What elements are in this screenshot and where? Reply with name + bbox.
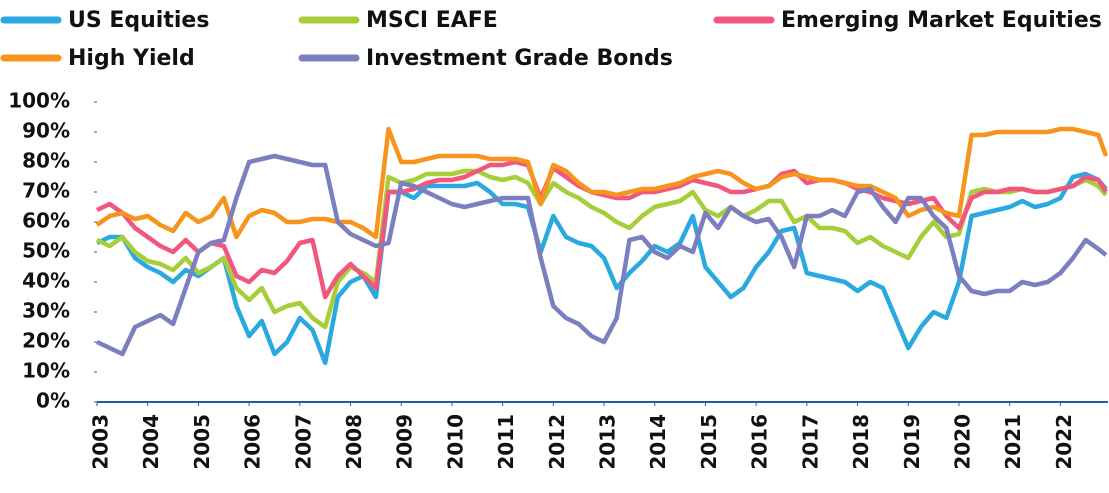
- x-tick-label: 2020: [950, 414, 974, 470]
- x-tick-label: 2018: [849, 414, 873, 470]
- x-tick-label: 2011: [494, 414, 518, 470]
- x-tick-label: 2013: [596, 414, 620, 470]
- series-line: [96, 171, 1108, 366]
- legend-label: Emerging Market Equities: [781, 8, 1102, 33]
- x-tick-label: 2016: [748, 414, 772, 470]
- series-line: [95, 126, 1109, 240]
- x-tick-label: 2014: [646, 414, 670, 470]
- y-tick-label: 90%: [22, 119, 70, 143]
- x-tick-label: 2022: [1052, 414, 1076, 470]
- x-tick-label: 2015: [697, 414, 721, 470]
- legend-label: US Equities: [68, 8, 209, 33]
- series-line: [96, 153, 1108, 357]
- y-tick-label: 70%: [22, 179, 70, 203]
- y-tick-label: 50%: [22, 239, 70, 263]
- y-tick-label: 10%: [22, 359, 70, 383]
- legend-label: High Yield: [68, 46, 195, 71]
- y-tick-label: 0%: [36, 389, 70, 413]
- x-tick-label: 2004: [139, 414, 163, 470]
- x-tick-label: 2006: [241, 414, 265, 470]
- x-tick-label: 2009: [393, 414, 417, 470]
- legend-label: MSCI EAFE: [366, 8, 498, 33]
- x-tick-label: 2021: [1001, 414, 1025, 470]
- series-line: [96, 159, 1108, 300]
- x-tick-label: 2012: [545, 414, 569, 470]
- x-tick-label: 2003: [89, 414, 113, 470]
- legend-label: Investment Grade Bonds: [366, 46, 673, 71]
- x-tick-label: 2019: [900, 414, 924, 470]
- x-tick-label: 2010: [443, 414, 467, 470]
- series-line: [96, 168, 1108, 330]
- y-tick-label: 60%: [22, 209, 70, 233]
- y-tick-label: 20%: [22, 329, 70, 353]
- y-tick-label: 80%: [22, 149, 70, 173]
- y-tick-label: 40%: [22, 269, 70, 293]
- y-tick-label: 30%: [22, 299, 70, 323]
- x-tick-label: 2017: [798, 414, 822, 470]
- y-tick-label: 100%: [8, 89, 70, 113]
- x-tick-label: 2007: [291, 414, 315, 470]
- x-tick-label: 2005: [190, 414, 214, 470]
- x-tick-label: 2008: [342, 414, 366, 470]
